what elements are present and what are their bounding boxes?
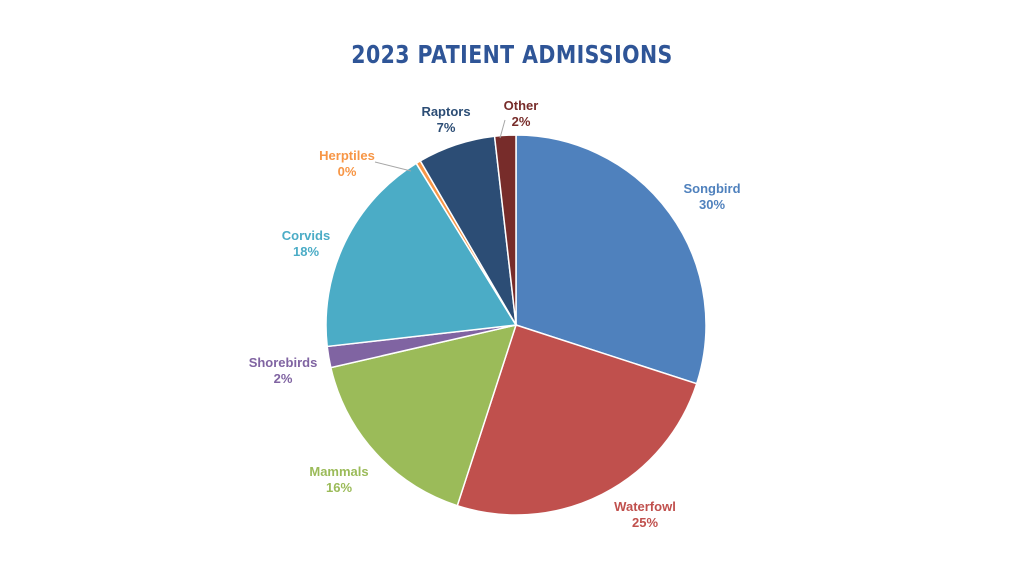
chart-title: 2023 PATIENT ADMISSIONS [351,40,673,69]
leader-line-other [499,119,506,139]
data-label-percent: 2% [512,114,531,129]
pie-slice-corvids [325,162,518,348]
data-label-songbird: Songbird 30% [683,181,740,212]
data-label-other: Other 2% [504,98,539,129]
data-label-percent: 18% [293,244,319,259]
data-label-name: Mammals [309,464,368,479]
data-label-percent: 0% [338,164,357,179]
data-label-percent: 16% [326,480,352,495]
pie-slice-other [493,134,517,326]
data-label-name: Herptiles [319,148,375,163]
data-label-percent: 25% [632,515,658,530]
data-label-percent: 30% [699,197,725,212]
data-label-percent: 2% [274,371,293,386]
data-label-name: Songbird [683,181,740,196]
pie-slice-mammals [329,323,518,507]
data-label-herptiles: Herptiles 0% [319,148,375,179]
data-label-name: Raptors [421,104,470,119]
data-label-percent: 7% [437,120,456,135]
data-label-corvids: Corvids 18% [282,228,330,259]
data-label-waterfowl: Waterfowl 25% [614,499,676,530]
data-label-name: Shorebirds [249,355,318,370]
data-label-name: Other [504,98,539,113]
leader-line-herptiles [374,161,412,172]
data-label-raptors: Raptors 7% [421,104,470,135]
data-label-mammals: Mammals 16% [309,464,368,495]
data-label-shorebirds: Shorebirds 2% [249,355,318,386]
pie-slice-waterfowl [456,324,698,516]
data-label-name: Waterfowl [614,499,676,514]
pie-slice-songbird [515,134,707,385]
data-label-name: Corvids [282,228,330,243]
